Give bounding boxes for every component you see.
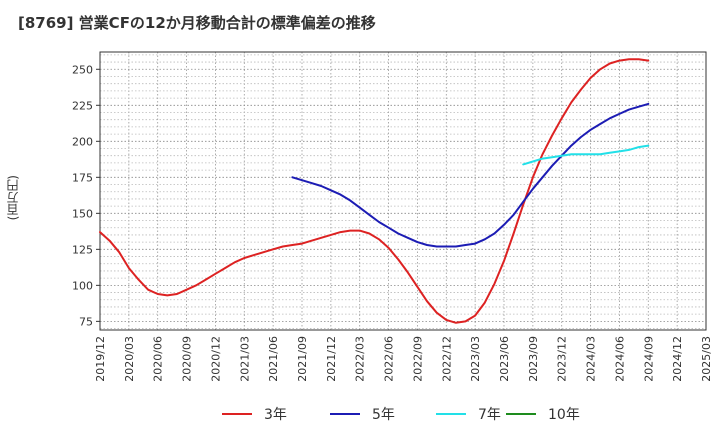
y-tick-label: 250 [72,63,93,76]
x-tick-label: 2021/06 [267,336,280,382]
x-tick-label: 2020/12 [209,336,222,382]
x-tick-label: 2024/09 [642,336,655,382]
x-tick-label: 2023/03 [469,336,482,382]
legend: 3年 5年 7年 10年 [222,407,580,423]
y-tick-label: 75 [79,315,93,328]
chart-title: [8769] 営業CFの12か月移動合計の標準偏差の推移 [18,14,376,32]
x-tick-label: 2022/06 [383,336,396,382]
x-tick-label: 2019/12 [94,336,107,382]
y-tick-label: 225 [72,99,93,112]
x-tick-label: 2020/06 [152,336,165,382]
x-tick-labels: 2019/12 2020/03 2020/06 2020/09 2020/12 2021/… [94,336,713,382]
series-line [99,58,650,324]
x-tick-label: 2021/12 [325,336,338,382]
y-tick-labels: 75 100 125 150 175 200 225 250 [72,63,100,328]
legend-label: 3年 [264,407,287,423]
x-tick-label: 2022/12 [440,336,453,382]
x-tick-label: 2021/09 [296,336,309,382]
legend-label: 10年 [548,407,580,423]
x-tick-label: 2022/09 [411,336,424,382]
y-tick-label: 200 [72,135,93,148]
series-lines [99,58,650,324]
x-tick-label: 2020/03 [123,336,136,382]
y-tick-label: 150 [72,207,93,220]
series-line [522,144,650,166]
x-tick-label: 2024/03 [585,336,598,382]
x-tick-label: 2023/06 [498,336,511,382]
series-line [291,102,650,248]
x-tick-label: 2023/09 [527,336,540,382]
x-tick-label: 2024/12 [671,336,684,382]
x-tick-label: 2025/03 [700,336,713,382]
plot-frame [99,51,707,331]
legend-label: 5年 [372,407,395,423]
x-tick-label: 2024/06 [613,336,626,382]
x-tick-label: 2020/09 [181,336,194,382]
legend-label: 7年 [478,407,501,423]
y-tick-label: 175 [72,171,93,184]
grid-lines [99,52,707,330]
x-tick-label: 2021/03 [238,336,251,382]
x-tick-label: 2023/12 [556,336,569,382]
x-tick-label: 2022/03 [354,336,367,382]
y-tick-label: 100 [72,279,93,292]
y-tick-label: 125 [72,243,93,256]
